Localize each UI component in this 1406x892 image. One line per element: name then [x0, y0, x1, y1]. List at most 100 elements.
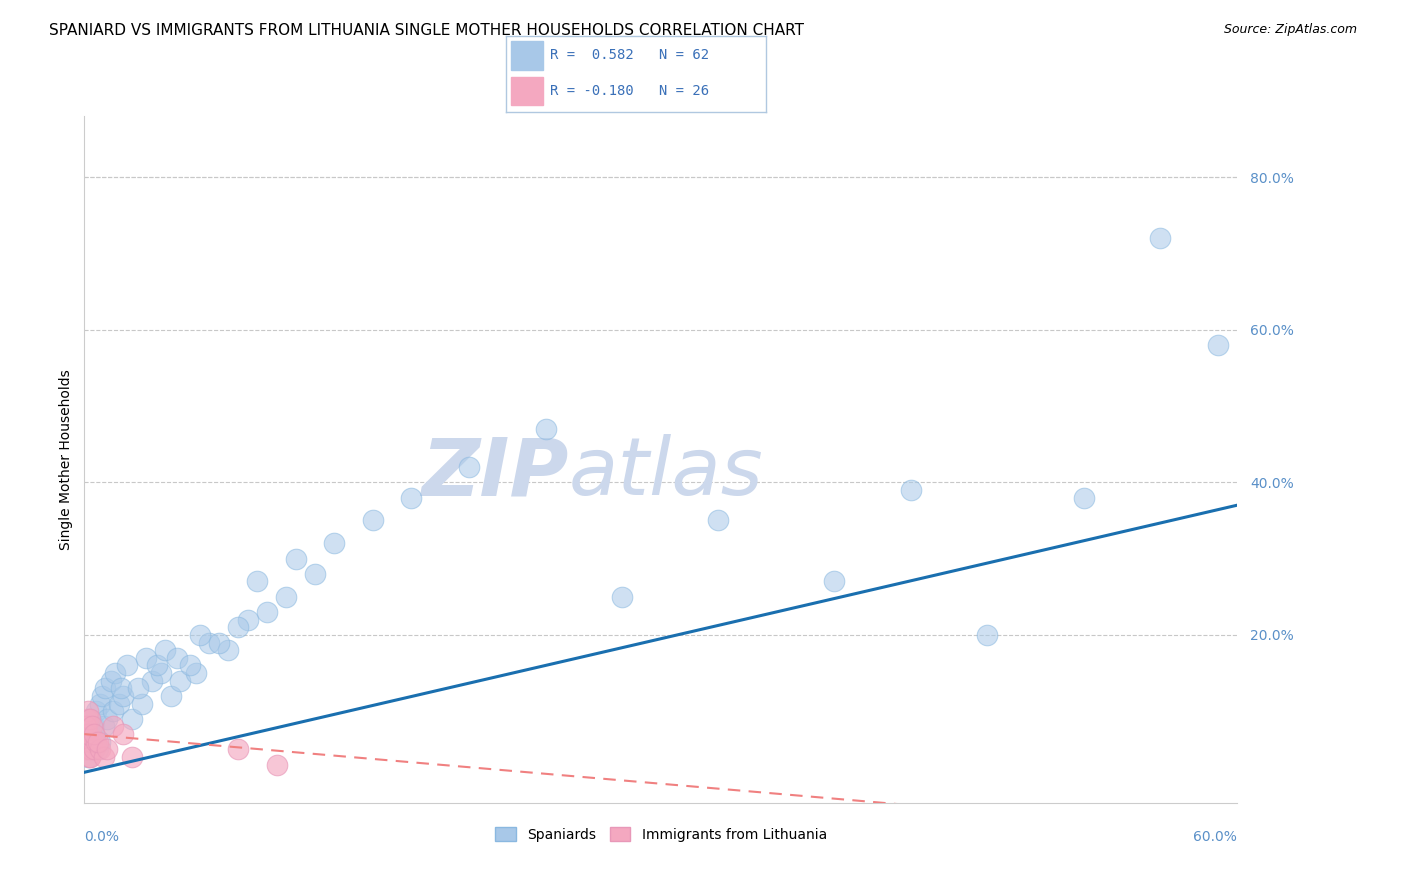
Point: [83, 742, 105, 756]
Point: [1073, 491, 1095, 505]
Point: [184, 666, 207, 681]
Point: [96, 742, 118, 756]
Point: [77, 750, 100, 764]
Point: [89, 742, 111, 756]
Point: [208, 635, 231, 649]
Point: [256, 605, 278, 619]
Point: [188, 628, 211, 642]
Text: ZIP: ZIP: [422, 434, 568, 512]
Point: [80, 735, 103, 749]
Text: 0.0%: 0.0%: [84, 830, 120, 844]
Point: [127, 681, 149, 696]
Text: SPANIARD VS IMMIGRANTS FROM LITHUANIA SINGLE MOTHER HOUSEHOLDS CORRELATION CHART: SPANIARD VS IMMIGRANTS FROM LITHUANIA SI…: [49, 23, 804, 38]
Point: [900, 483, 922, 497]
Text: Source: ZipAtlas.com: Source: ZipAtlas.com: [1223, 23, 1357, 37]
Point: [80, 735, 103, 749]
Point: [707, 513, 730, 527]
Point: [111, 727, 134, 741]
Point: [77, 735, 100, 749]
Point: [111, 689, 134, 703]
Point: [135, 650, 157, 665]
Point: [612, 590, 634, 604]
Point: [226, 620, 249, 634]
Point: [77, 712, 100, 726]
Point: [79, 712, 101, 726]
Point: [84, 735, 107, 749]
Point: [150, 666, 173, 681]
Point: [266, 757, 288, 772]
Point: [976, 628, 998, 642]
Text: 60.0%: 60.0%: [1194, 830, 1237, 844]
Point: [77, 727, 100, 741]
Point: [77, 719, 100, 733]
Point: [146, 658, 169, 673]
Point: [96, 712, 118, 726]
Point: [823, 574, 845, 589]
Point: [1206, 338, 1229, 352]
Point: [246, 574, 269, 589]
Point: [179, 658, 201, 673]
Point: [131, 697, 153, 711]
Text: atlas: atlas: [568, 434, 763, 512]
Point: [94, 681, 117, 696]
Point: [304, 566, 326, 581]
Point: [79, 750, 101, 764]
Point: [75, 742, 97, 756]
Text: R =  0.582   N = 62: R = 0.582 N = 62: [550, 48, 710, 62]
Legend: Spaniards, Immigrants from Lithuania: Spaniards, Immigrants from Lithuania: [489, 822, 832, 847]
Point: [87, 742, 110, 756]
Point: [104, 666, 127, 681]
Point: [399, 491, 422, 505]
Point: [169, 673, 191, 688]
Bar: [512, 41, 543, 70]
Point: [166, 650, 188, 665]
Point: [100, 673, 122, 688]
Point: [115, 658, 138, 673]
Point: [77, 704, 100, 718]
Point: [89, 697, 111, 711]
Point: [75, 719, 97, 733]
Point: [80, 719, 103, 733]
Point: [198, 635, 221, 649]
Point: [83, 742, 105, 756]
Point: [93, 719, 115, 733]
Point: [110, 681, 132, 696]
Point: [75, 727, 97, 741]
Point: [83, 727, 105, 741]
Y-axis label: Single Mother Households: Single Mother Households: [59, 369, 73, 549]
Point: [1149, 231, 1171, 245]
Point: [80, 727, 103, 741]
Point: [84, 735, 107, 749]
Point: [83, 719, 105, 733]
Point: [75, 719, 97, 733]
Point: [89, 735, 111, 749]
Point: [284, 551, 307, 566]
Point: [75, 742, 97, 756]
Point: [103, 719, 124, 733]
Point: [276, 590, 298, 604]
Point: [79, 712, 101, 726]
Bar: [512, 77, 543, 105]
Text: R = -0.180   N = 26: R = -0.180 N = 26: [550, 84, 710, 98]
Point: [87, 735, 110, 749]
Point: [160, 689, 183, 703]
Point: [79, 742, 101, 756]
Point: [79, 750, 101, 764]
Point: [93, 750, 115, 764]
Point: [90, 689, 112, 703]
Point: [141, 673, 163, 688]
Point: [457, 460, 479, 475]
Point: [226, 742, 249, 756]
Point: [153, 643, 176, 657]
Point: [121, 712, 143, 726]
Point: [361, 513, 384, 527]
Point: [236, 613, 259, 627]
Point: [534, 422, 557, 436]
Point: [121, 750, 143, 764]
Point: [103, 704, 124, 718]
Point: [108, 697, 131, 711]
Point: [84, 704, 107, 718]
Point: [79, 727, 101, 741]
Point: [323, 536, 346, 550]
Point: [218, 643, 240, 657]
